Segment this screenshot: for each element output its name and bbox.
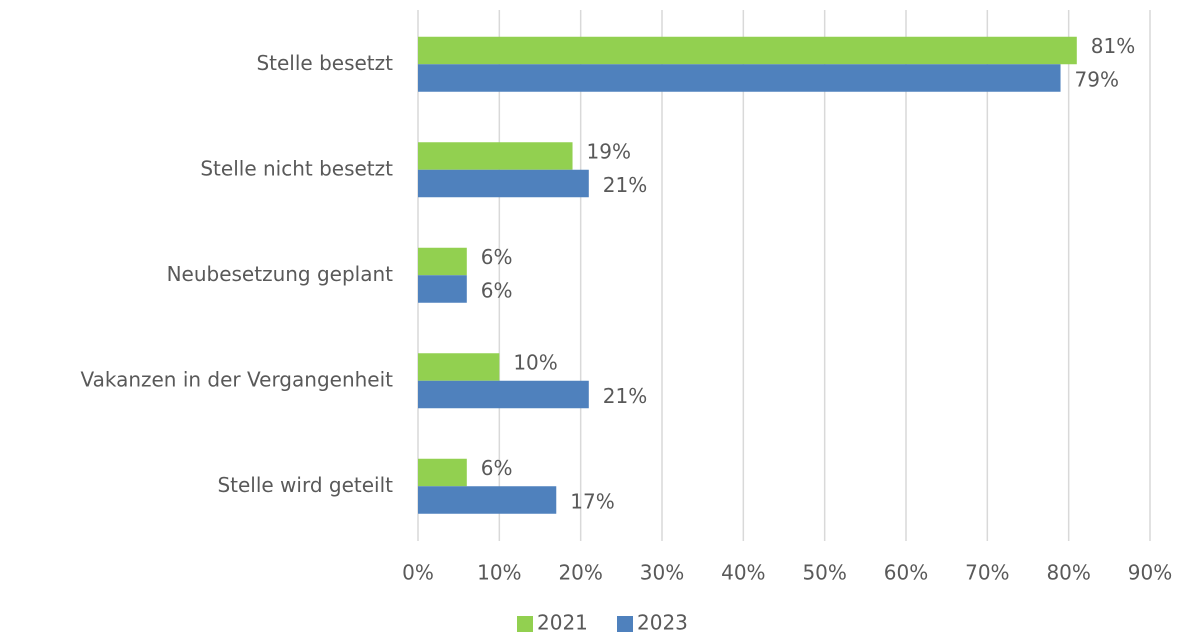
x-tick-label: 80% (1046, 561, 1090, 585)
bar (418, 353, 500, 381)
bar (418, 247, 467, 276)
category-label: Neubesetzung geplant (167, 262, 394, 286)
category-label: Stelle nicht besetzt (200, 156, 393, 180)
bar (418, 458, 467, 487)
value-label: 21% (603, 173, 647, 197)
x-tick-label: 30% (640, 561, 684, 585)
value-label: 6% (481, 279, 513, 303)
x-tick-label: 20% (558, 561, 602, 585)
category-label: Stelle wird geteilt (217, 473, 393, 497)
value-label: 81% (1091, 34, 1135, 58)
bar (418, 64, 1061, 92)
value-label: 21% (603, 384, 647, 408)
bar (418, 36, 1077, 65)
x-tick-label: 70% (965, 561, 1009, 585)
x-tick-label: 50% (802, 561, 846, 585)
value-label: 17% (570, 490, 614, 514)
value-label: 19% (587, 140, 631, 164)
x-tick-label: 40% (721, 561, 765, 585)
x-tick-label: 60% (884, 561, 928, 585)
bar (418, 486, 557, 514)
value-label: 79% (1075, 68, 1119, 92)
category-label: Vakanzen in der Vergangenheit (80, 367, 393, 391)
value-label: 6% (481, 245, 513, 269)
legend-label: 2023 (637, 611, 688, 634)
value-label: 6% (481, 456, 513, 480)
category-label: Stelle besetzt (256, 51, 393, 75)
bar (418, 169, 589, 198)
x-tick-label: 10% (477, 561, 521, 585)
x-tick-label: 90% (1128, 561, 1172, 585)
x-tick-label: 0% (402, 561, 434, 585)
value-label: 10% (513, 351, 557, 375)
legend-label: 2021 (537, 611, 588, 634)
bar (418, 142, 573, 170)
legend-swatch (517, 616, 533, 632)
legend-swatch (617, 616, 633, 632)
bar (418, 380, 589, 409)
bar (418, 275, 467, 303)
